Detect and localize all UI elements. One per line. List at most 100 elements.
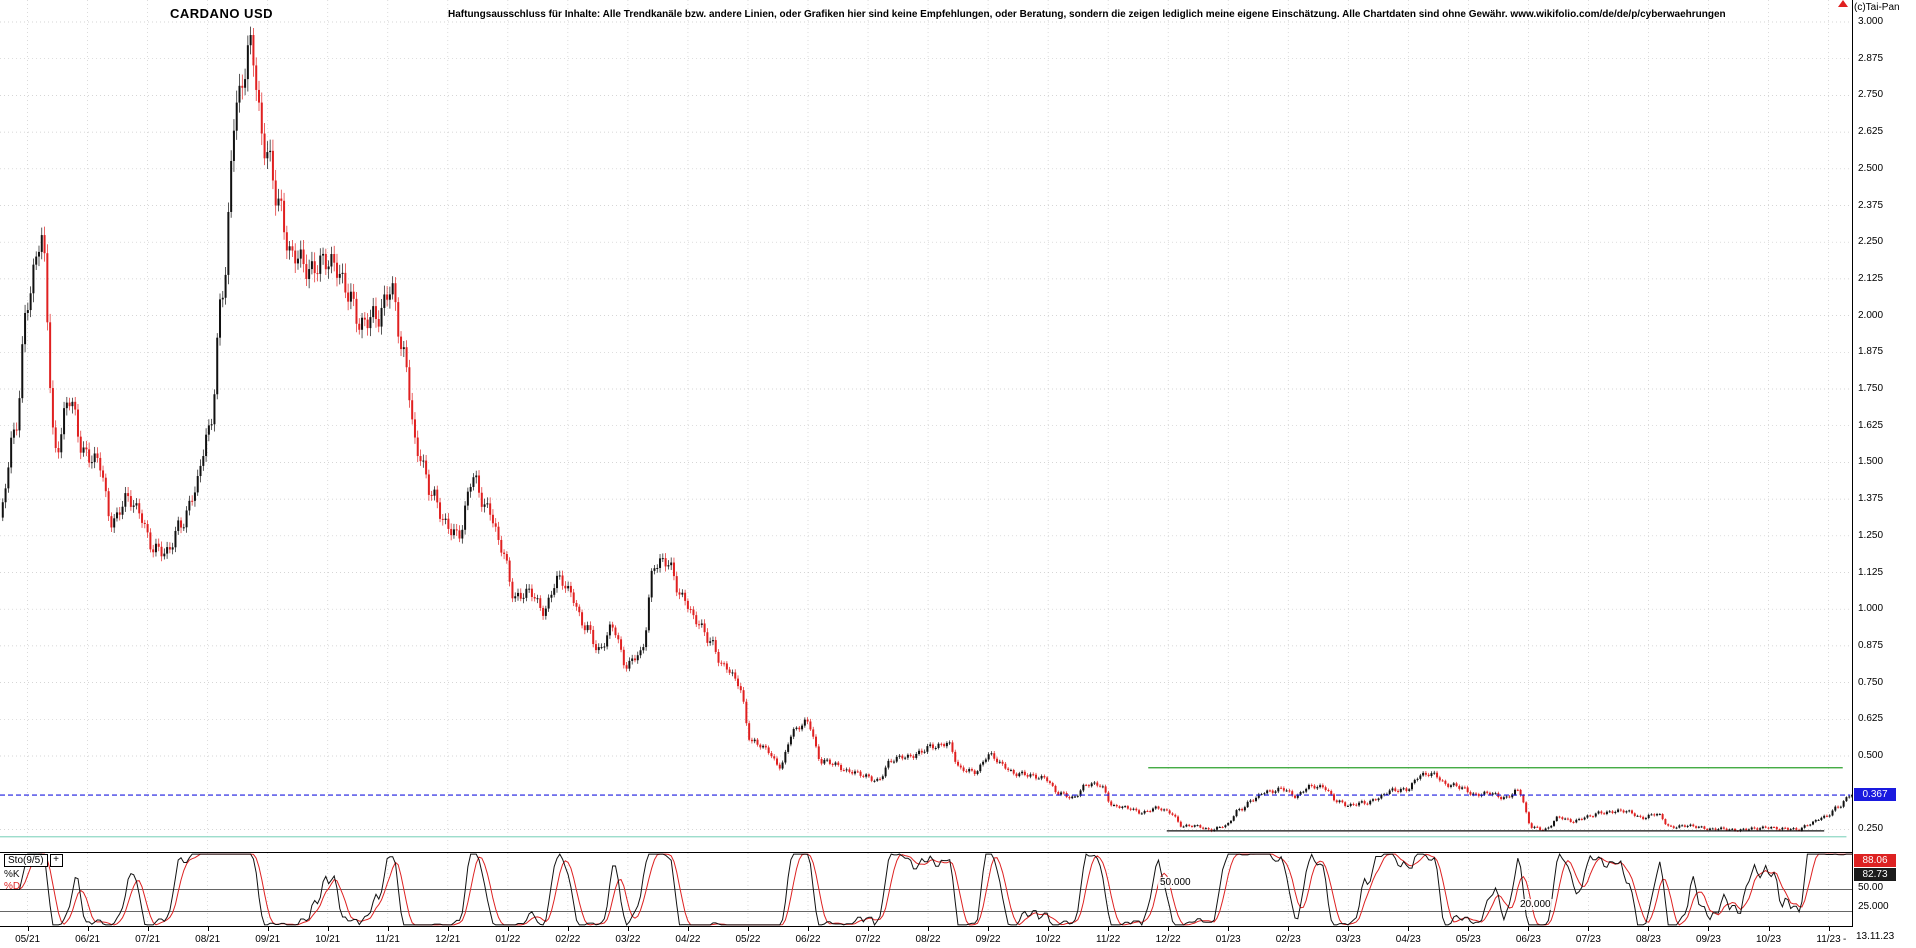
x-tick (627, 927, 629, 931)
month-label: 04/23 (1395, 934, 1421, 945)
x-tick (868, 927, 870, 931)
last-price-label: 0.367 (1854, 788, 1896, 802)
x-tick (387, 927, 389, 931)
price-tick-label: 0.500 (1858, 750, 1884, 761)
price-tick-label: 0.625 (1858, 713, 1884, 725)
month-label: 05/21 (15, 934, 41, 945)
price-tick-label: 2.625 (1858, 126, 1884, 138)
x-tick (988, 927, 990, 931)
grid-layer (0, 0, 1852, 852)
month-label: 07/22 (855, 934, 881, 945)
month-label: 09/21 (255, 934, 281, 945)
month-label: 02/23 (1275, 934, 1301, 945)
month-label: 10/22 (1035, 934, 1061, 945)
price-tick-label: 1.750 (1858, 383, 1884, 394)
price-tick-label: 3.000 (1858, 16, 1884, 27)
price-tick-label: 0.250 (1858, 823, 1884, 835)
month-label: 05/23 (1455, 934, 1481, 945)
month-label: 02/22 (555, 934, 581, 945)
price-tick-label: 0.875 (1858, 639, 1884, 651)
end-dash-label: - (1843, 934, 1847, 945)
month-label: 10/23 (1756, 934, 1782, 945)
stoch-level-50-label: 50.000 (1158, 877, 1193, 888)
month-label: 07/23 (1575, 934, 1601, 945)
stoch-panel: Sto(9/5) + %K %D 50.000 20.000 (0, 852, 1853, 927)
x-tick (507, 927, 509, 931)
price-tick-label: 2.875 (1858, 52, 1884, 64)
month-label: 01/23 (1215, 934, 1241, 945)
price-tick-label: 1.875 (1858, 346, 1884, 358)
chart-title: CARDANO USD (170, 6, 273, 21)
x-tick (1348, 927, 1350, 931)
x-tick (1708, 927, 1710, 931)
x-tick (1768, 927, 1770, 931)
x-axis: - 05/21 06/21 07/21 08/21 09/21 10/21 11/21 12/… (0, 927, 1852, 948)
overlay-lines-layer (0, 767, 1851, 838)
x-tick (928, 927, 930, 931)
x-tick (1168, 927, 1170, 931)
stoch-k-value-label: 82.73 (1854, 868, 1896, 881)
x-tick (1288, 927, 1290, 931)
price-tick-label: 2.125 (1858, 272, 1884, 284)
stoch-d-value-label: 88.06 (1854, 854, 1896, 867)
indicator-label: Sto(9/5) (8, 855, 44, 866)
x-tick (687, 927, 689, 931)
candles-layer (1, 26, 1852, 833)
x-tick (147, 927, 149, 931)
x-tick (747, 927, 749, 931)
x-tick (447, 927, 449, 931)
price-tick-label: 1.250 (1858, 529, 1884, 541)
disclaimer-text: Haftungsausschluss für Inhalte: Alle Tre… (448, 9, 1726, 20)
month-label: 08/22 (915, 934, 941, 945)
price-tick-label: 2.000 (1858, 309, 1884, 321)
x-tick (1648, 927, 1650, 931)
price-panel: CARDANO USD Haftungsausschluss für Inhal… (0, 0, 1853, 852)
end-date-label: 13.11.23 (1856, 931, 1895, 942)
x-tick (87, 927, 89, 931)
add-indicator-button[interactable]: + (49, 854, 63, 867)
price-marker-arrow-icon (1838, 0, 1848, 7)
stoch-k-legend: %K (4, 869, 20, 880)
month-label: 06/22 (795, 934, 821, 945)
stoch-d-legend: %D (4, 881, 21, 892)
stoch-level-20-label: 20.000 (1518, 899, 1553, 910)
month-label: 09/23 (1695, 934, 1721, 945)
copyright-text: (c)Tai-Pan (1854, 2, 1900, 13)
month-label: 05/22 (735, 934, 761, 945)
month-label: 12/22 (1155, 934, 1181, 945)
month-label: 03/22 (615, 934, 641, 945)
x-tick (1828, 927, 1830, 931)
x-tick (567, 927, 569, 931)
x-tick (1468, 927, 1470, 931)
x-tick (1408, 927, 1410, 931)
month-label: 11/23 (1816, 934, 1841, 945)
month-label: 08/21 (195, 934, 221, 945)
month-label: 04/22 (675, 934, 701, 945)
stoch-k-line (0, 853, 1852, 926)
x-tick (808, 927, 809, 931)
month-label: 07/21 (135, 934, 161, 945)
price-tick-label: 2.375 (1858, 199, 1884, 211)
price-tick-label: 2.250 (1858, 236, 1884, 248)
month-label: 08/23 (1635, 934, 1661, 945)
price-tick-label: 1.500 (1858, 456, 1884, 468)
month-label: 10/21 (315, 934, 341, 945)
x-tick (327, 927, 329, 931)
price-tick-label: 1.625 (1858, 419, 1884, 431)
x-tick (1588, 927, 1590, 931)
month-label: 11/21 (375, 934, 400, 945)
month-label: 06/23 (1515, 934, 1541, 945)
month-label: 11/22 (1096, 934, 1121, 945)
indicator-label-box[interactable]: Sto(9/5) (4, 854, 48, 867)
month-label: 06/21 (75, 934, 101, 945)
price-tick-label: 2.500 (1858, 162, 1884, 174)
x-tick (1228, 927, 1230, 931)
price-tick-label: 2.750 (1858, 89, 1884, 101)
plus-icon: + (53, 854, 59, 865)
x-tick (1048, 927, 1050, 931)
month-label: 03/23 (1335, 934, 1361, 945)
price-chart-svg (0, 0, 1852, 852)
month-label: 12/21 (435, 934, 461, 945)
x-tick (207, 927, 209, 931)
